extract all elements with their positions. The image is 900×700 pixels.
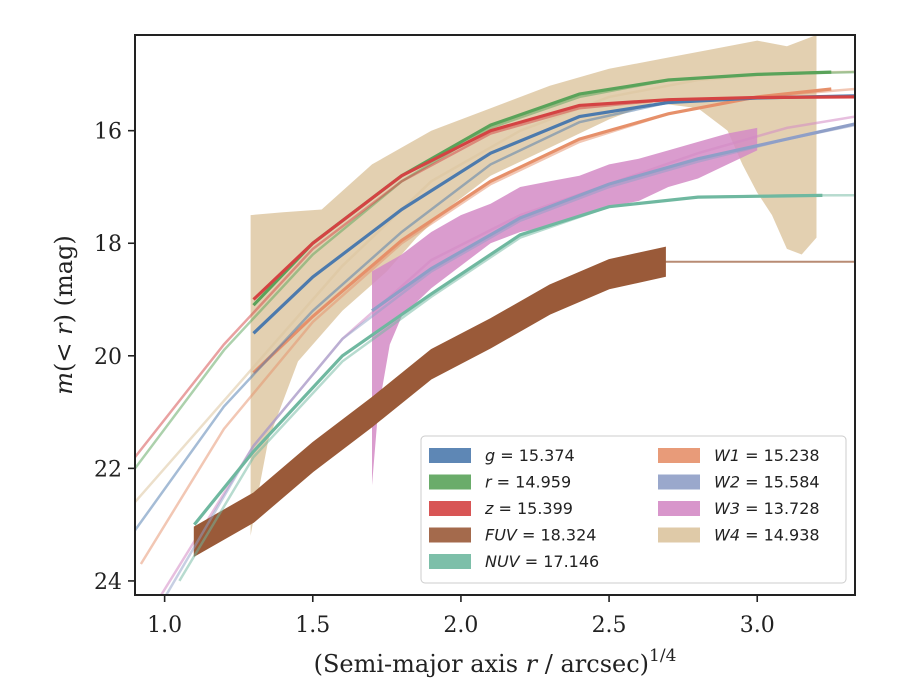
legend-frame xyxy=(420,435,847,584)
legend-swatch xyxy=(429,501,471,516)
legend-entry-g: g = 15.374 xyxy=(429,446,575,465)
legend-entry-w3: W3 = 13.728 xyxy=(658,499,820,518)
plot-frame xyxy=(134,34,856,596)
y-tick-label: 24 xyxy=(94,570,122,595)
legend-label: W3 = 13.728 xyxy=(714,499,820,518)
legend-entry-nuv: NUV = 17.146 xyxy=(429,552,599,571)
band-w3 xyxy=(372,127,758,486)
y-axis-label: m(< r) (mag) xyxy=(50,235,78,395)
series-z xyxy=(135,95,855,458)
y-tick-label: 16 xyxy=(94,120,122,145)
band-w4 xyxy=(250,35,817,536)
legend-label: W4 = 14.938 xyxy=(714,526,820,545)
y-axis: 16 18 20 22 24 xyxy=(94,120,135,595)
legend-label: z = 15.399 xyxy=(484,499,573,518)
legend-swatch xyxy=(429,474,471,490)
legend-entry-w4: W4 = 14.938 xyxy=(658,526,820,545)
legend-label: W2 = 15.584 xyxy=(714,473,820,492)
legend-entry-w2: W2 = 15.584 xyxy=(658,473,820,492)
legend-label: g = 15.374 xyxy=(485,446,575,465)
x-axis: 1.0 1.5 2.0 2.5 3.0 xyxy=(147,595,775,638)
y-tick-label: 20 xyxy=(94,345,122,370)
legend-swatch xyxy=(658,474,700,490)
data-line-nuv xyxy=(193,193,823,526)
legend-entry-z: z = 15.399 xyxy=(429,499,573,518)
legend-label: W1 = 15.238 xyxy=(714,446,820,465)
legend-swatch xyxy=(429,448,471,463)
data-line-w2 xyxy=(371,122,855,313)
legend-entry-fuv: FUV = 18.324 xyxy=(429,526,596,545)
legend-swatch xyxy=(658,527,700,543)
x-tick-label: 2.5 xyxy=(592,613,627,638)
legend-swatch xyxy=(429,527,471,543)
y-tick-label: 18 xyxy=(94,232,122,257)
legend-swatch xyxy=(658,448,700,463)
x-tick-label: 1.5 xyxy=(295,613,330,638)
x-tick-label: 2.0 xyxy=(443,613,478,638)
series-nuv xyxy=(178,193,855,582)
legend-swatch xyxy=(429,554,471,569)
series-fuv xyxy=(193,246,855,558)
legend: g = 15.374 r = 14.959 z = 15.399 FUV = 18.3… xyxy=(420,435,847,584)
x-axis-label: (Semi-major axis r / arcsec)1/4 xyxy=(314,646,677,678)
x-tick-label: 3.0 xyxy=(740,613,775,638)
x-tick-label: 1.0 xyxy=(147,613,182,638)
legend-label: FUV = 18.324 xyxy=(485,526,596,545)
legend-entry-w1: W1 = 15.238 xyxy=(658,446,820,465)
band-fuv xyxy=(193,246,666,558)
legend-entry-r: r = 14.959 xyxy=(429,473,571,492)
legend-label: NUV = 17.146 xyxy=(485,552,599,571)
data-line-z xyxy=(252,95,855,301)
series-w2 xyxy=(164,122,855,595)
legend-label: r = 14.959 xyxy=(485,473,571,492)
legend-swatch xyxy=(658,501,700,516)
plot-area xyxy=(135,35,855,595)
y-tick-label: 22 xyxy=(94,457,122,482)
